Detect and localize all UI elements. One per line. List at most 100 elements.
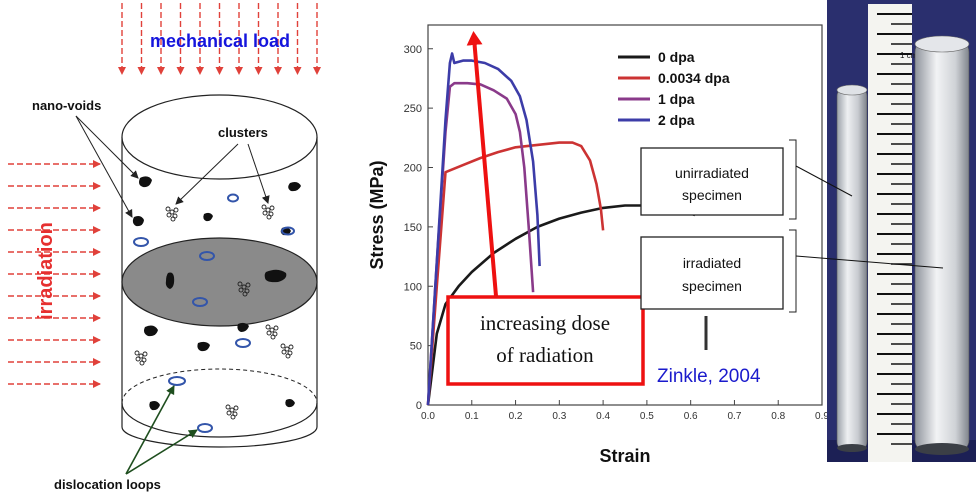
dislocation-loops-pointer	[125, 385, 175, 475]
irradiated-tube-top	[914, 35, 970, 53]
cluster	[225, 404, 239, 420]
cluster-atom	[280, 343, 286, 349]
x-tick-label: 0.5	[640, 411, 654, 422]
x-tick-label: 0.9	[815, 411, 829, 422]
loop	[199, 251, 215, 261]
void	[149, 401, 160, 411]
unirradiated-tube-top	[836, 84, 868, 96]
cylinder-top-face	[121, 94, 318, 180]
cluster-atom	[284, 346, 290, 352]
x-tick-label: 0.4	[596, 411, 610, 422]
void	[144, 325, 158, 337]
irradiated-tube	[914, 39, 970, 453]
irradiated-box	[640, 236, 784, 310]
void	[285, 399, 295, 408]
increasing-dose-text-line1: increasing dose	[480, 311, 610, 335]
cluster-atom	[166, 212, 172, 218]
cluster-atom	[285, 353, 291, 359]
unirradiated-tube-bottom	[837, 444, 867, 452]
cluster-atom	[238, 287, 244, 293]
cluster-atom	[226, 410, 232, 416]
unirradiated-label-line2: specimen	[682, 187, 742, 203]
cluster-atom	[170, 216, 176, 222]
loop	[192, 297, 208, 307]
cluster-atom	[138, 353, 144, 359]
cluster-atom	[169, 209, 175, 215]
cluster-atom	[165, 206, 171, 212]
x-tick-label: 0.8	[771, 411, 785, 422]
unirradiated-box	[640, 147, 784, 216]
y-axis-label: Stress (MPa)	[367, 160, 387, 269]
x-axis-label: Strain	[599, 446, 650, 466]
cluster-atom	[135, 356, 141, 362]
x-tick-label: 0.2	[509, 411, 523, 422]
cluster-atom	[270, 334, 276, 340]
x-axis-ticks: 0.0 0.1 0.2 0.3 0.4 0.5 0.6 0.7 0.8 0.9	[421, 400, 829, 422]
mechanical-load-label: mechanical load	[150, 31, 290, 51]
series-line-3	[426, 52, 541, 406]
irradiated-label-line1: irradiated	[683, 255, 741, 271]
cylinder-bottom-face-front	[121, 402, 318, 438]
citation: Zinkle, 2004	[657, 366, 761, 387]
cluster-atom	[266, 330, 272, 336]
cluster-atom	[265, 324, 271, 330]
irradiation-label: irradiation	[35, 222, 57, 320]
y-tick-label: 50	[410, 341, 422, 353]
cluster-atom	[273, 325, 279, 331]
stress-strain-chart: 0.0 0.1 0.2 0.3 0.4 0.5 0.6 0.7 0.8 0.9 0 50 100 150…	[367, 24, 829, 466]
cluster-atom	[241, 284, 247, 290]
cluster-atom	[233, 405, 239, 411]
x-tick-label: 0.1	[465, 411, 479, 422]
cylinder-bottom-face-back	[121, 368, 318, 404]
clusters-pointer	[175, 143, 239, 205]
legend-label-3: 2 dpa	[658, 112, 695, 128]
irradiated-label-line2: specimen	[682, 278, 742, 294]
y-tick-label: 300	[404, 44, 422, 56]
x-tick-label: 0.3	[552, 411, 566, 422]
legend-label-2: 1 dpa	[658, 91, 695, 107]
y-tick-label: 250	[404, 103, 422, 115]
void	[264, 269, 287, 283]
cluster-atom	[288, 344, 294, 350]
clusters	[134, 204, 294, 420]
cluster-atom	[269, 327, 275, 333]
loop	[235, 338, 251, 348]
cluster-atom	[237, 281, 243, 287]
cluster-atom	[265, 207, 271, 213]
void	[165, 272, 175, 289]
y-tick-label: 0	[416, 400, 422, 412]
y-tick-label: 200	[404, 163, 422, 175]
cluster	[134, 350, 148, 366]
loop	[227, 193, 239, 203]
ruler-ticks	[877, 13, 912, 445]
unirradiated-tube	[836, 87, 868, 451]
ruler-cm-label: 1 cm	[900, 51, 918, 60]
cluster	[261, 204, 275, 220]
cluster-atom	[269, 205, 275, 211]
cluster	[237, 281, 251, 297]
x-tick-label: 0.6	[684, 411, 698, 422]
y-tick-label: 100	[404, 281, 422, 293]
unirradiated-label-line1: unirradiated	[675, 165, 749, 181]
clusters-label: clusters	[218, 125, 268, 140]
y-axis-ticks: 0 50 100 150 200 250 300	[404, 44, 433, 412]
increasing-dose-arrow	[466, 31, 498, 297]
cluster	[280, 343, 294, 359]
cluster-atom	[245, 282, 251, 288]
cylinder	[121, 94, 318, 448]
y-tick-label: 150	[404, 222, 422, 234]
cluster-atom	[242, 291, 248, 297]
cluster-atom	[134, 350, 140, 356]
cluster-atom	[230, 414, 236, 420]
clusters-pointer	[247, 143, 270, 204]
x-tick-label: 0.0	[421, 411, 435, 422]
cluster-atom	[229, 407, 235, 413]
void	[197, 341, 210, 352]
cluster-atom	[142, 351, 148, 357]
cluster	[165, 206, 179, 222]
irradiated-tube-bottom	[915, 443, 969, 455]
increasing-dose-text-line2: of radiation	[496, 343, 594, 367]
cylinder-bottom	[121, 426, 318, 448]
cluster-atom	[173, 207, 179, 213]
